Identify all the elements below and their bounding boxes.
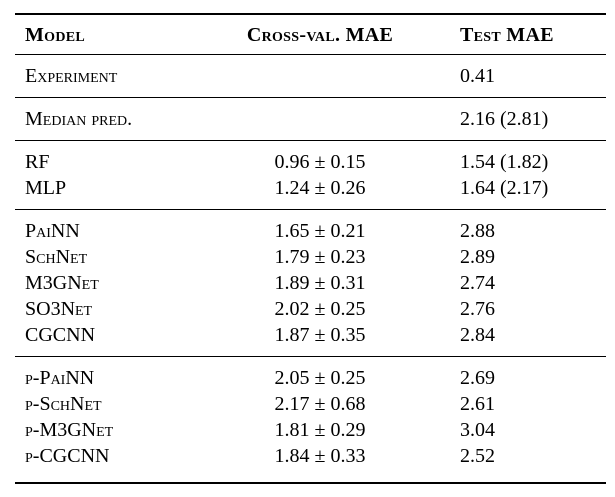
table-row: p-SchNet 2.17 ± 0.68 2.61 xyxy=(15,391,606,417)
test-mae-value: 2.76 xyxy=(460,298,495,320)
cross-val-mae-value: 1.81 ± 0.29 xyxy=(274,419,366,441)
cross-val-mae-value xyxy=(205,98,435,141)
column-header-cross-val-mae: Cross-val. MAE xyxy=(246,24,394,46)
test-mae-value: 2.61 xyxy=(460,393,495,415)
table-row: RF 0.96 ± 0.15 1.54 (1.82) xyxy=(15,141,606,176)
model-name: p-CGCNN xyxy=(25,445,110,467)
test-mae-value: 1.54 (1.82) xyxy=(460,151,549,173)
header-row: Model Cross-val. MAE Test MAE xyxy=(15,14,606,55)
table-row: p-M3GNet 1.81 ± 0.29 3.04 xyxy=(15,417,606,443)
cross-val-mae-value: 0.96 ± 0.15 xyxy=(274,151,366,173)
cross-val-mae-value: 2.02 ± 0.25 xyxy=(274,298,366,320)
model-name: p-PaiNN xyxy=(25,367,95,389)
section-median: Median pred. 2.16 (2.81) xyxy=(15,98,606,141)
table-row: p-PaiNN 2.05 ± 0.25 2.69 xyxy=(15,357,606,392)
test-mae-value: 2.74 xyxy=(460,272,495,294)
test-mae-value: 2.16 (2.81) xyxy=(460,108,549,130)
model-name: SO3Net xyxy=(25,298,93,320)
test-mae-value: 2.52 xyxy=(460,445,495,467)
model-name: Experiment xyxy=(25,65,118,87)
model-name: CGCNN xyxy=(25,324,96,346)
test-mae-value: 1.64 (2.17) xyxy=(460,177,549,199)
model-name: M3GNet xyxy=(25,272,99,294)
model-name: PaiNN xyxy=(25,220,80,242)
model-name: Median pred. xyxy=(25,108,133,130)
cross-val-mae-value: 1.89 ± 0.31 xyxy=(274,272,366,294)
table-header: Model Cross-val. MAE Test MAE xyxy=(15,14,606,55)
test-mae-value: 2.88 xyxy=(460,220,495,242)
table-row: Experiment 0.41 xyxy=(15,55,606,98)
column-header-model: Model xyxy=(25,24,86,46)
column-header-test-mae: Test MAE xyxy=(460,24,554,46)
cross-val-mae-value: 1.79 ± 0.23 xyxy=(274,246,366,268)
cross-val-mae-value: 2.17 ± 0.68 xyxy=(274,393,366,415)
test-mae-value: 3.04 xyxy=(460,419,495,441)
test-mae-value: 0.41 xyxy=(460,65,495,87)
table-row: p-CGCNN 1.84 ± 0.33 2.52 xyxy=(15,443,606,483)
cross-val-mae-value xyxy=(205,55,435,98)
section-pretrained-gnn: p-PaiNN 2.05 ± 0.25 2.69 p-SchNet 2.17 ±… xyxy=(15,357,606,484)
model-name: MLP xyxy=(25,177,67,199)
cross-val-mae-value: 1.87 ± 0.35 xyxy=(274,324,366,346)
table-row: MLP 1.24 ± 0.26 1.64 (2.17) xyxy=(15,175,606,210)
section-classical-ml: RF 0.96 ± 0.15 1.54 (1.82) MLP 1.24 ± 0.… xyxy=(15,141,606,210)
cross-val-mae-value: 1.84 ± 0.33 xyxy=(274,445,366,467)
model-name: RF xyxy=(25,151,50,173)
cross-val-mae-value: 1.65 ± 0.21 xyxy=(274,220,366,242)
table-row: M3GNet 1.89 ± 0.31 2.74 xyxy=(15,270,606,296)
table-row: PaiNN 1.65 ± 0.21 2.88 xyxy=(15,210,606,245)
table-row: Median pred. 2.16 (2.81) xyxy=(15,98,606,141)
results-table: Model Cross-val. MAE Test MAE Experiment… xyxy=(15,13,606,484)
model-name: p-M3GNet xyxy=(25,419,114,441)
test-mae-value: 2.69 xyxy=(460,367,495,389)
table-row: SO3Net 2.02 ± 0.25 2.76 xyxy=(15,296,606,322)
section-experiment: Experiment 0.41 xyxy=(15,55,606,98)
test-mae-value: 2.89 xyxy=(460,246,495,268)
table-row: SchNet 1.79 ± 0.23 2.89 xyxy=(15,244,606,270)
model-name: SchNet xyxy=(25,246,88,268)
model-name: p-SchNet xyxy=(25,393,102,415)
section-gnn: PaiNN 1.65 ± 0.21 2.88 SchNet 1.79 ± 0.2… xyxy=(15,210,606,357)
test-mae-value: 2.84 xyxy=(460,324,495,346)
cross-val-mae-value: 1.24 ± 0.26 xyxy=(274,177,366,199)
table-row: CGCNN 1.87 ± 0.35 2.84 xyxy=(15,322,606,357)
cross-val-mae-value: 2.05 ± 0.25 xyxy=(274,367,366,389)
